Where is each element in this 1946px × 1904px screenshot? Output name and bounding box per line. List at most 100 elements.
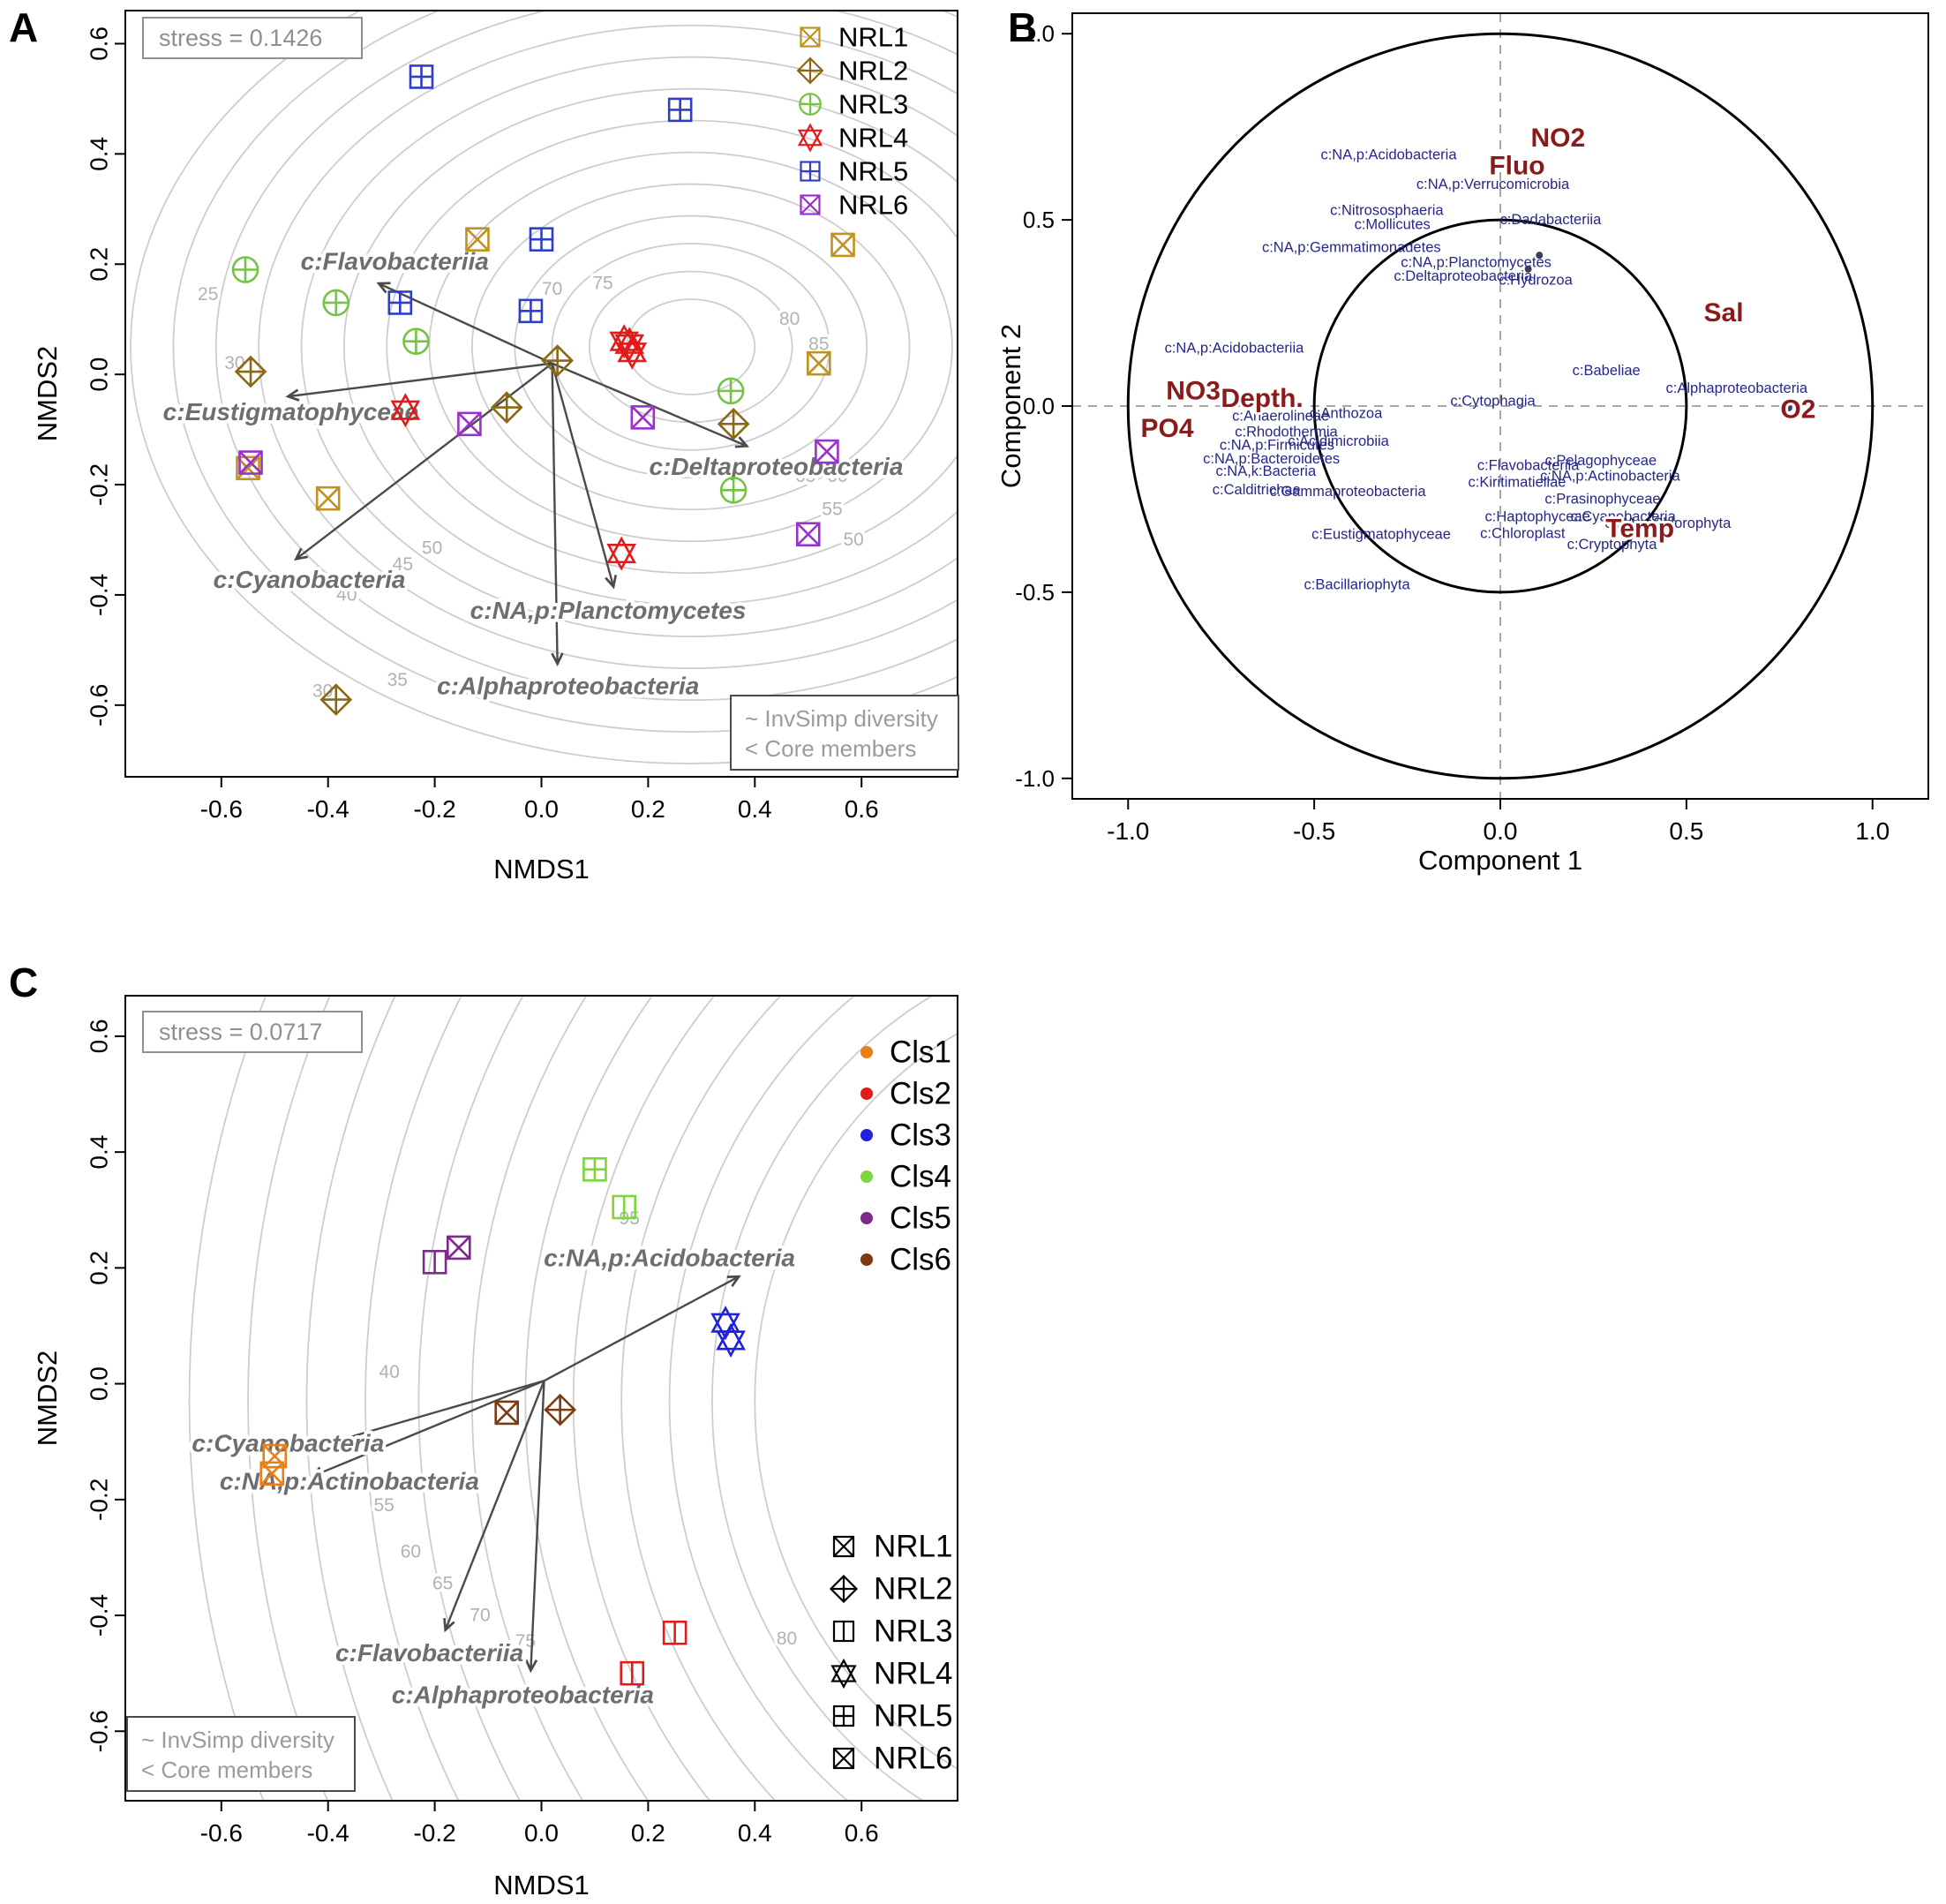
y-axis-title: Component 2 [997,324,1026,488]
legend-label: NRL6 [874,1742,952,1776]
taxon-label: c:Chloroplast [1480,525,1566,541]
y-tick-label: 0.0 [86,1366,113,1401]
contour-label: 80 [777,1629,797,1649]
y-tick-label: -0.6 [86,1710,113,1752]
panel-b-letter: B [1008,4,1038,50]
taxon-label: c:NA,p:Actinobacteria [1540,468,1680,484]
x-tick-label: 0.6 [845,795,879,823]
x-tick-label: 0.0 [1484,817,1518,845]
y-tick-label: 0.2 [86,1251,113,1285]
y-tick-label: -0.5 [1015,579,1055,606]
legend-label: NRL4 [874,1657,952,1691]
y-tick-label: 0.2 [86,247,113,282]
taxon-label: c:Deltaproteobacteria [1394,268,1533,284]
taxon-label: c:Cytophagia [1450,394,1536,410]
note-line: < Core members [745,735,916,762]
taxon-vector-label: c:Alphaproteobacteria [437,672,699,699]
taxon-vector-label: c:Flavobacteriia [301,248,489,275]
variable-points [1208,252,1792,538]
legend-label: NRL5 [838,156,908,187]
contour-label: 75 [592,274,612,294]
taxon-label: c:Bacillariophyta [1304,576,1411,592]
note-box: ~ InvSimp diversity < Core members [126,1716,356,1792]
legend-label: NRL2 [874,1572,952,1607]
taxon-label: c:NA,p:Acidobacteria [1320,147,1457,162]
x-tick-label: -0.6 [200,1819,243,1847]
contour-label: 45 [393,554,413,575]
y-axis-title: NMDS2 [32,1351,63,1447]
contour-label: 60 [401,1541,421,1562]
env-variable-label: PO4 [1141,414,1194,443]
panel-c-letter: C [9,960,39,1005]
contour-label: 55 [822,500,842,520]
taxon-label: c:Flavobacteriia [1477,457,1580,473]
axes: -0.6 -0.4 -0.2 0.0 0.2 0.4 0.6 -0.6 -0.4 -0.2 0.0 0… [32,10,958,884]
taxon-vector-label: c:Cyanobacteria [214,566,406,593]
correlation-circle [1072,13,1928,799]
taxon-label: c:Haptophyceae [1485,508,1590,524]
x-tick-label: 0.5 [1669,817,1703,845]
taxon-label: c:NA,p:Chlorophyta [1604,516,1732,531]
station-symbol-legend: NRL1 NRL2 NRL3 NRL4 NRL5 NRL6 [829,1530,952,1776]
x-tick-label: -0.4 [307,795,349,823]
x-tick-label: 0.2 [631,1819,665,1847]
sample-points [259,1157,746,1686]
x-tick-label: 0.0 [524,795,559,823]
contour-label: 70 [542,279,562,299]
legend-label: NRL6 [838,190,908,221]
taxon-label: c:Hydrozoa [1499,272,1573,288]
x-axis-title: Component 1 [1418,845,1582,876]
taxon-vector-label: c:Flavobacteriia [335,1639,523,1667]
contour-label: 40 [336,584,357,605]
taxon-vector-label: c:Cyanobacteria [192,1430,384,1457]
taxon-vector-label: c:NA,p:Actinobacteria [220,1467,479,1494]
legend-label: Cls4 [890,1160,951,1194]
legend-label: NRL2 [838,56,908,87]
taxon-label: c:Anthozoa [1310,405,1383,421]
taxon-label: c:Eustigmatophyceae [1311,527,1451,543]
y-tick-label: 1.0 [1023,20,1055,47]
y-tick-label: -0.2 [86,1479,113,1521]
legend-label: Cls2 [890,1077,951,1111]
y-axis-title: NMDS2 [32,346,63,442]
sample-points [231,64,855,716]
contour-label: 85 [808,334,829,354]
taxon-label: c:Gammaproteobacteria [1270,484,1427,500]
env-variable-label: Sal [1704,298,1744,327]
taxon-label: c:Cyanobacteria [1571,508,1677,524]
y-tick-label: 0.4 [86,137,113,171]
note-line: < Core members [141,1757,312,1783]
taxon-label: c:NA,p:Gemmatimonadetes [1262,240,1441,256]
env-variable-label: NO2 [1531,124,1586,153]
contour-label: 55 [373,1495,394,1516]
x-tick-label: -0.6 [200,795,243,823]
taxon-vector-label: c:Eustigmatophyceae [163,398,418,425]
contour-label: 70 [470,1606,490,1626]
contour-label: 50 [843,530,863,550]
contour-label: 35 [387,670,408,690]
y-tick-label: -0.2 [86,463,113,506]
taxon-label: c:Cryptophyta [1567,537,1658,553]
y-tick-label: -1.0 [1015,765,1055,792]
taxon-label: c:Alphaproteobacteria [1666,380,1808,396]
contour-label: 75 [515,1631,536,1652]
legend-label: NRL3 [838,89,908,120]
taxon-label: c:NA,p:Verrucomicrobia [1416,177,1570,192]
taxon-label: c:Babeliae [1573,363,1641,379]
taxon-label: c:Anaerolineae [1232,408,1329,424]
x-axis-title: NMDS1 [493,854,590,884]
taxon-label: c:Pelagophyceae [1545,453,1657,469]
y-tick-label: 0.5 [1023,207,1055,233]
y-tick-label: 0.4 [86,1135,113,1170]
axes: -1.0 -0.5 0.0 0.5 1.0 -1.0 -0.5 0.0 0.5 1.0 Compon… [997,12,1929,876]
taxa-labels: c:NA,p:Acidobacteria c:NA,p:Verrucomicrob… [1165,147,1808,592]
cluster-legend: Cls1 Cls2 Cls3 Cls4 Cls5 Cls6 [860,1035,951,1277]
legend-label: Cls6 [890,1243,951,1277]
env-variable-label: O2 [1780,395,1815,425]
note-line: ~ InvSimp diversity [141,1727,334,1753]
env-variable-label: NO3 [1166,377,1221,406]
legend-label: Cls1 [890,1035,951,1070]
